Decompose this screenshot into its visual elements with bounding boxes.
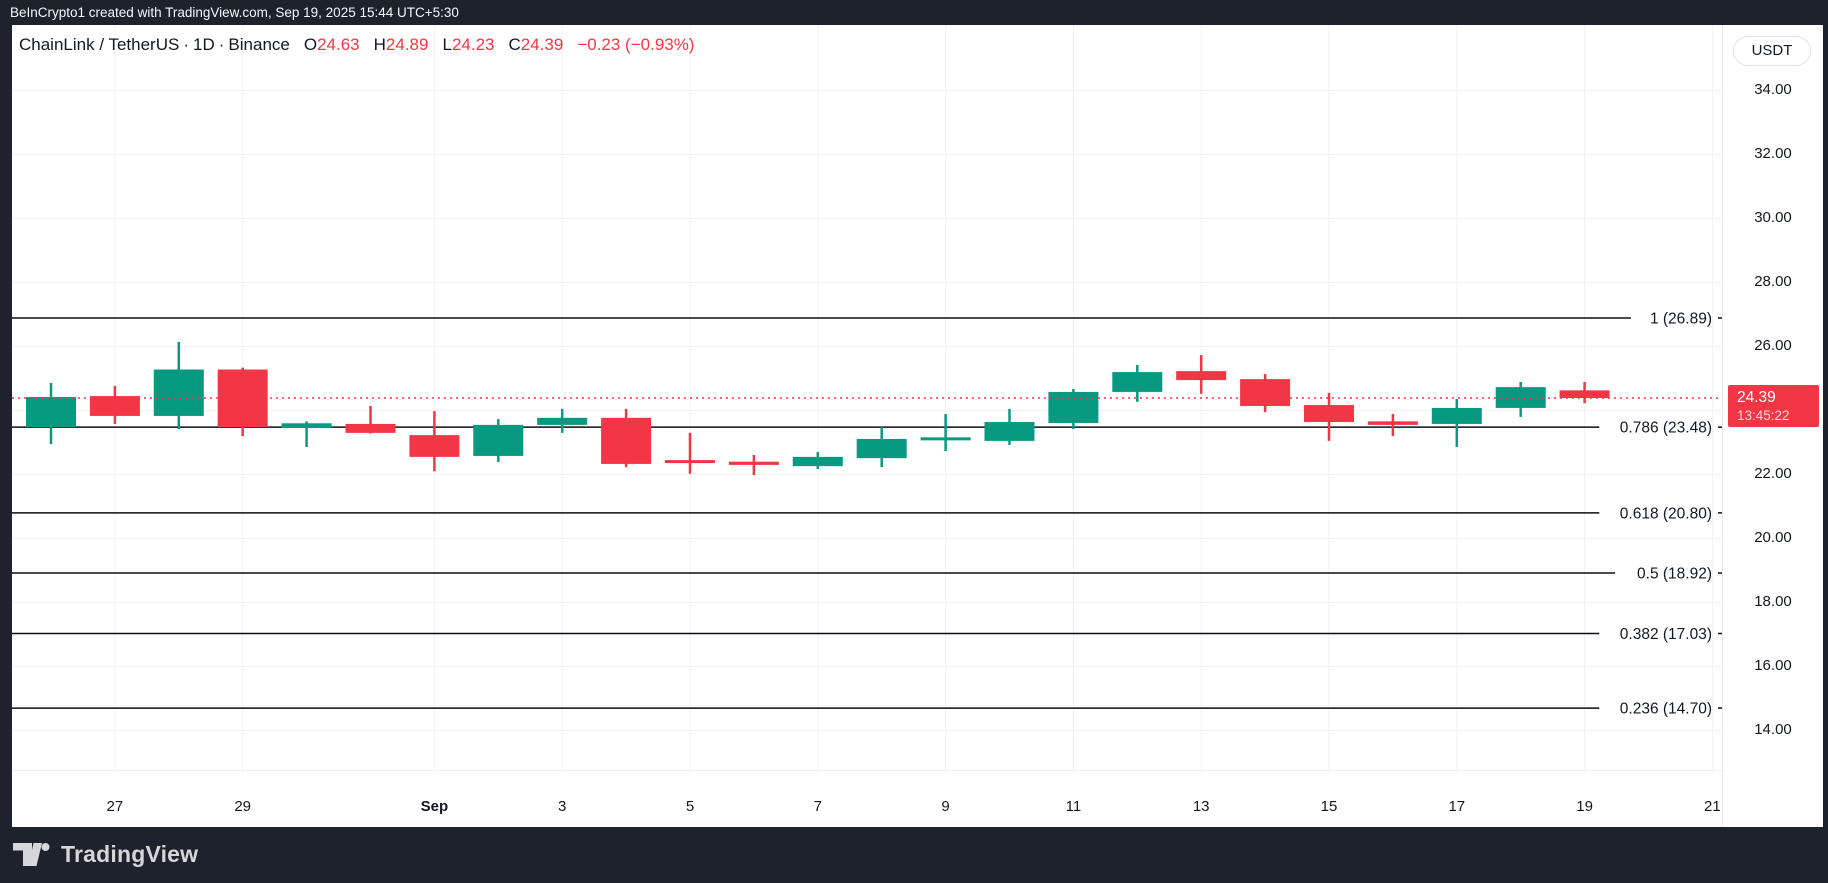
high-value: 24.89 bbox=[385, 35, 429, 54]
fib-label: 1 (26.89) bbox=[1650, 311, 1712, 328]
low-label: L bbox=[442, 35, 452, 54]
fib-label: 0.786 (23.48) bbox=[1620, 420, 1712, 437]
interval-label[interactable]: 1D bbox=[193, 35, 215, 54]
time-tick-label: 15 bbox=[1320, 798, 1338, 815]
time-tick-label: 19 bbox=[1576, 798, 1593, 815]
high-label: H bbox=[373, 35, 386, 54]
candle-body bbox=[153, 369, 204, 416]
price-tick-label: 14.00 bbox=[1754, 721, 1792, 739]
price-tick-label: 30.00 bbox=[1754, 209, 1792, 227]
candle-body bbox=[473, 424, 524, 456]
price-tick-label: 18.00 bbox=[1754, 593, 1792, 611]
candle-body bbox=[26, 397, 76, 428]
candle-body bbox=[1112, 372, 1163, 392]
candle-body bbox=[792, 456, 843, 467]
time-axis[interactable]: 27 29 Sep 3 5 7 9 11 13 15 17 19 21 bbox=[12, 770, 1722, 827]
open-label: O bbox=[303, 35, 318, 54]
header-separator-1: · bbox=[183, 35, 190, 54]
price-tick-label: 32.00 bbox=[1754, 145, 1792, 163]
chart-area[interactable]: ChainLink / TetherUS · 1D · Binance O24.63 H24… bbox=[12, 25, 1823, 827]
candle-body bbox=[665, 460, 715, 464]
footer-bar: TradingView bbox=[0, 827, 1828, 883]
price-tick-label: 28.00 bbox=[1754, 273, 1792, 291]
candle-body bbox=[281, 423, 332, 429]
time-tick-label: 27 bbox=[106, 798, 124, 815]
watermark-bar: BeInCrypto1 created with TradingView.com… bbox=[0, 0, 1828, 25]
time-tick-label: 9 bbox=[941, 798, 950, 815]
candle-body bbox=[1048, 391, 1099, 423]
change-value: −0.23 (−0.93%) bbox=[577, 35, 695, 54]
exchange-label[interactable]: Binance bbox=[228, 35, 290, 54]
close-value: 24.39 bbox=[520, 35, 564, 54]
open-value: 24.63 bbox=[317, 35, 360, 54]
price-tick-label: 26.00 bbox=[1754, 337, 1792, 355]
candle-body bbox=[856, 438, 907, 459]
candle-body bbox=[1304, 405, 1354, 422]
time-tick-label: 7 bbox=[813, 798, 822, 815]
time-tick-label: 3 bbox=[558, 798, 567, 815]
candle-body bbox=[89, 396, 140, 416]
fib-label: 0.5 (18.92) bbox=[1637, 566, 1712, 583]
fib-label: 0.236 (14.70) bbox=[1620, 701, 1712, 718]
candle-body bbox=[1176, 371, 1227, 381]
candlestick-plot[interactable]: 1 (26.89) 0.786 (23.48) 0.618 (20.80) 0.5 (… bbox=[12, 25, 1722, 827]
tradingview-brand-text[interactable]: TradingView bbox=[61, 841, 199, 867]
price-tick-label: 20.00 bbox=[1754, 529, 1792, 547]
time-tick-label: 13 bbox=[1192, 798, 1210, 815]
price-axis[interactable]: USDT 24.39 13:45:22 34.00 32.00 30.00 28.00… bbox=[1722, 25, 1823, 827]
fib-label: 0.382 (17.03) bbox=[1620, 626, 1712, 643]
current-price-value: 24.39 bbox=[1737, 389, 1776, 406]
time-tick-label: Sep bbox=[420, 798, 449, 815]
candle-body bbox=[1431, 407, 1482, 424]
candle-body bbox=[537, 417, 588, 425]
tradingview-logo-icon[interactable] bbox=[13, 842, 51, 867]
candle-body bbox=[1559, 390, 1610, 398]
fib-label: 0.618 (20.80) bbox=[1620, 505, 1712, 522]
time-tick-label: 21 bbox=[1704, 798, 1721, 815]
price-tick-label: 16.00 bbox=[1754, 657, 1792, 675]
time-tick-label: 17 bbox=[1448, 798, 1466, 815]
symbol-name[interactable]: ChainLink / TetherUS bbox=[19, 35, 180, 54]
candle-body bbox=[920, 437, 971, 441]
candle-body bbox=[345, 423, 396, 433]
candle-body bbox=[217, 369, 268, 428]
low-value: 24.23 bbox=[451, 35, 495, 54]
symbol-header[interactable]: ChainLink / TetherUS · 1D · Binance O24.63 H24… bbox=[19, 35, 695, 55]
candle-body bbox=[728, 461, 779, 465]
time-tick-label: 11 bbox=[1065, 798, 1082, 815]
price-tick-label: 22.00 bbox=[1754, 465, 1792, 483]
candle-body bbox=[1240, 379, 1291, 406]
close-label: C bbox=[508, 35, 521, 54]
price-tick-label: 34.00 bbox=[1754, 81, 1792, 99]
candle-body bbox=[1495, 387, 1546, 408]
header-separator-2: · bbox=[218, 35, 225, 54]
current-price-marker: 24.39 13:45:22 bbox=[1728, 385, 1819, 427]
time-tick-label: 29 bbox=[234, 798, 252, 815]
bar-countdown: 13:45:22 bbox=[1737, 408, 1790, 423]
candle-body bbox=[1367, 421, 1418, 425]
candle-body bbox=[601, 417, 652, 464]
candle-body bbox=[409, 435, 460, 457]
time-tick-label: 5 bbox=[685, 798, 695, 815]
currency-toggle-button[interactable]: USDT bbox=[1733, 36, 1811, 66]
watermark-text: BeInCrypto1 created with TradingView.com… bbox=[10, 5, 459, 20]
candle-body bbox=[984, 422, 1035, 441]
